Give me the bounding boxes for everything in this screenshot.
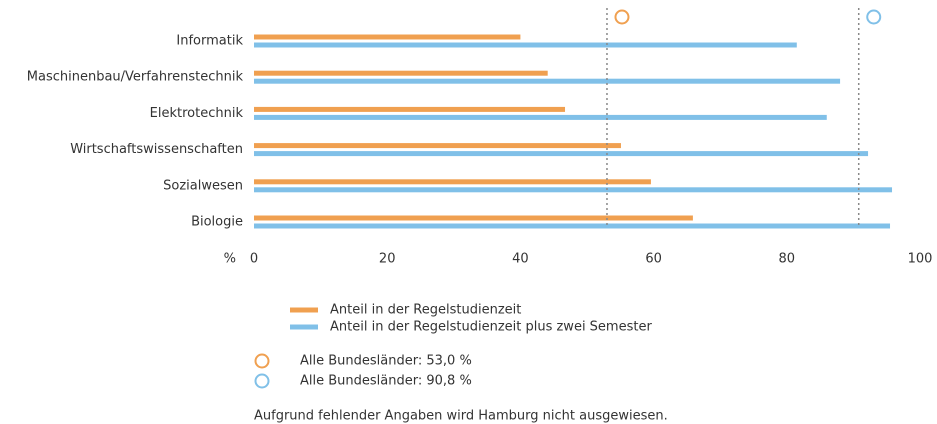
x-tick-label: 100 bbox=[908, 252, 933, 267]
bar bbox=[254, 42, 797, 48]
y-tick-label: Wirtschaftswissenschaften bbox=[70, 142, 243, 157]
x-tick-label: 40 bbox=[512, 252, 529, 267]
x-tick-label: 80 bbox=[779, 252, 796, 267]
bar bbox=[254, 70, 548, 76]
y-tick-label: Elektrotechnik bbox=[150, 106, 244, 121]
legend-swatch bbox=[290, 324, 318, 330]
footnote: Aufgrund fehlender Angaben wird Hamburg … bbox=[254, 409, 668, 424]
legend-swatch bbox=[290, 307, 318, 313]
y-tick-label: Informatik bbox=[176, 34, 243, 49]
bar bbox=[254, 114, 827, 120]
y-tick-label: Biologie bbox=[191, 215, 243, 230]
legend-label: Anteil in der Regelstudienzeit bbox=[330, 303, 521, 318]
bar bbox=[254, 143, 621, 149]
reference-marker bbox=[614, 9, 630, 25]
bar bbox=[254, 34, 521, 40]
bar bbox=[254, 215, 693, 221]
x-tick-label: 60 bbox=[645, 252, 662, 267]
legend-label: Alle Bundesländer: 90,8 % bbox=[300, 374, 472, 389]
legend-marker bbox=[254, 353, 270, 369]
bar bbox=[254, 78, 841, 84]
x-tick-label: 20 bbox=[379, 252, 396, 267]
bar bbox=[254, 179, 651, 185]
bar bbox=[254, 151, 869, 157]
legend-marker bbox=[254, 373, 270, 389]
bar bbox=[254, 187, 893, 193]
legend-label: Alle Bundesländer: 53,0 % bbox=[300, 354, 472, 369]
x-axis-label: % bbox=[224, 252, 236, 267]
bar bbox=[254, 223, 891, 229]
y-tick-label: Sozialwesen bbox=[163, 178, 243, 193]
y-tick-label: Maschinenbau/Verfahrenstechnik bbox=[27, 70, 244, 85]
reference-marker bbox=[866, 9, 882, 25]
bar bbox=[254, 106, 566, 112]
legend-label: Anteil in der Regelstudienzeit plus zwei… bbox=[330, 320, 652, 335]
x-tick-label: 0 bbox=[250, 252, 258, 267]
